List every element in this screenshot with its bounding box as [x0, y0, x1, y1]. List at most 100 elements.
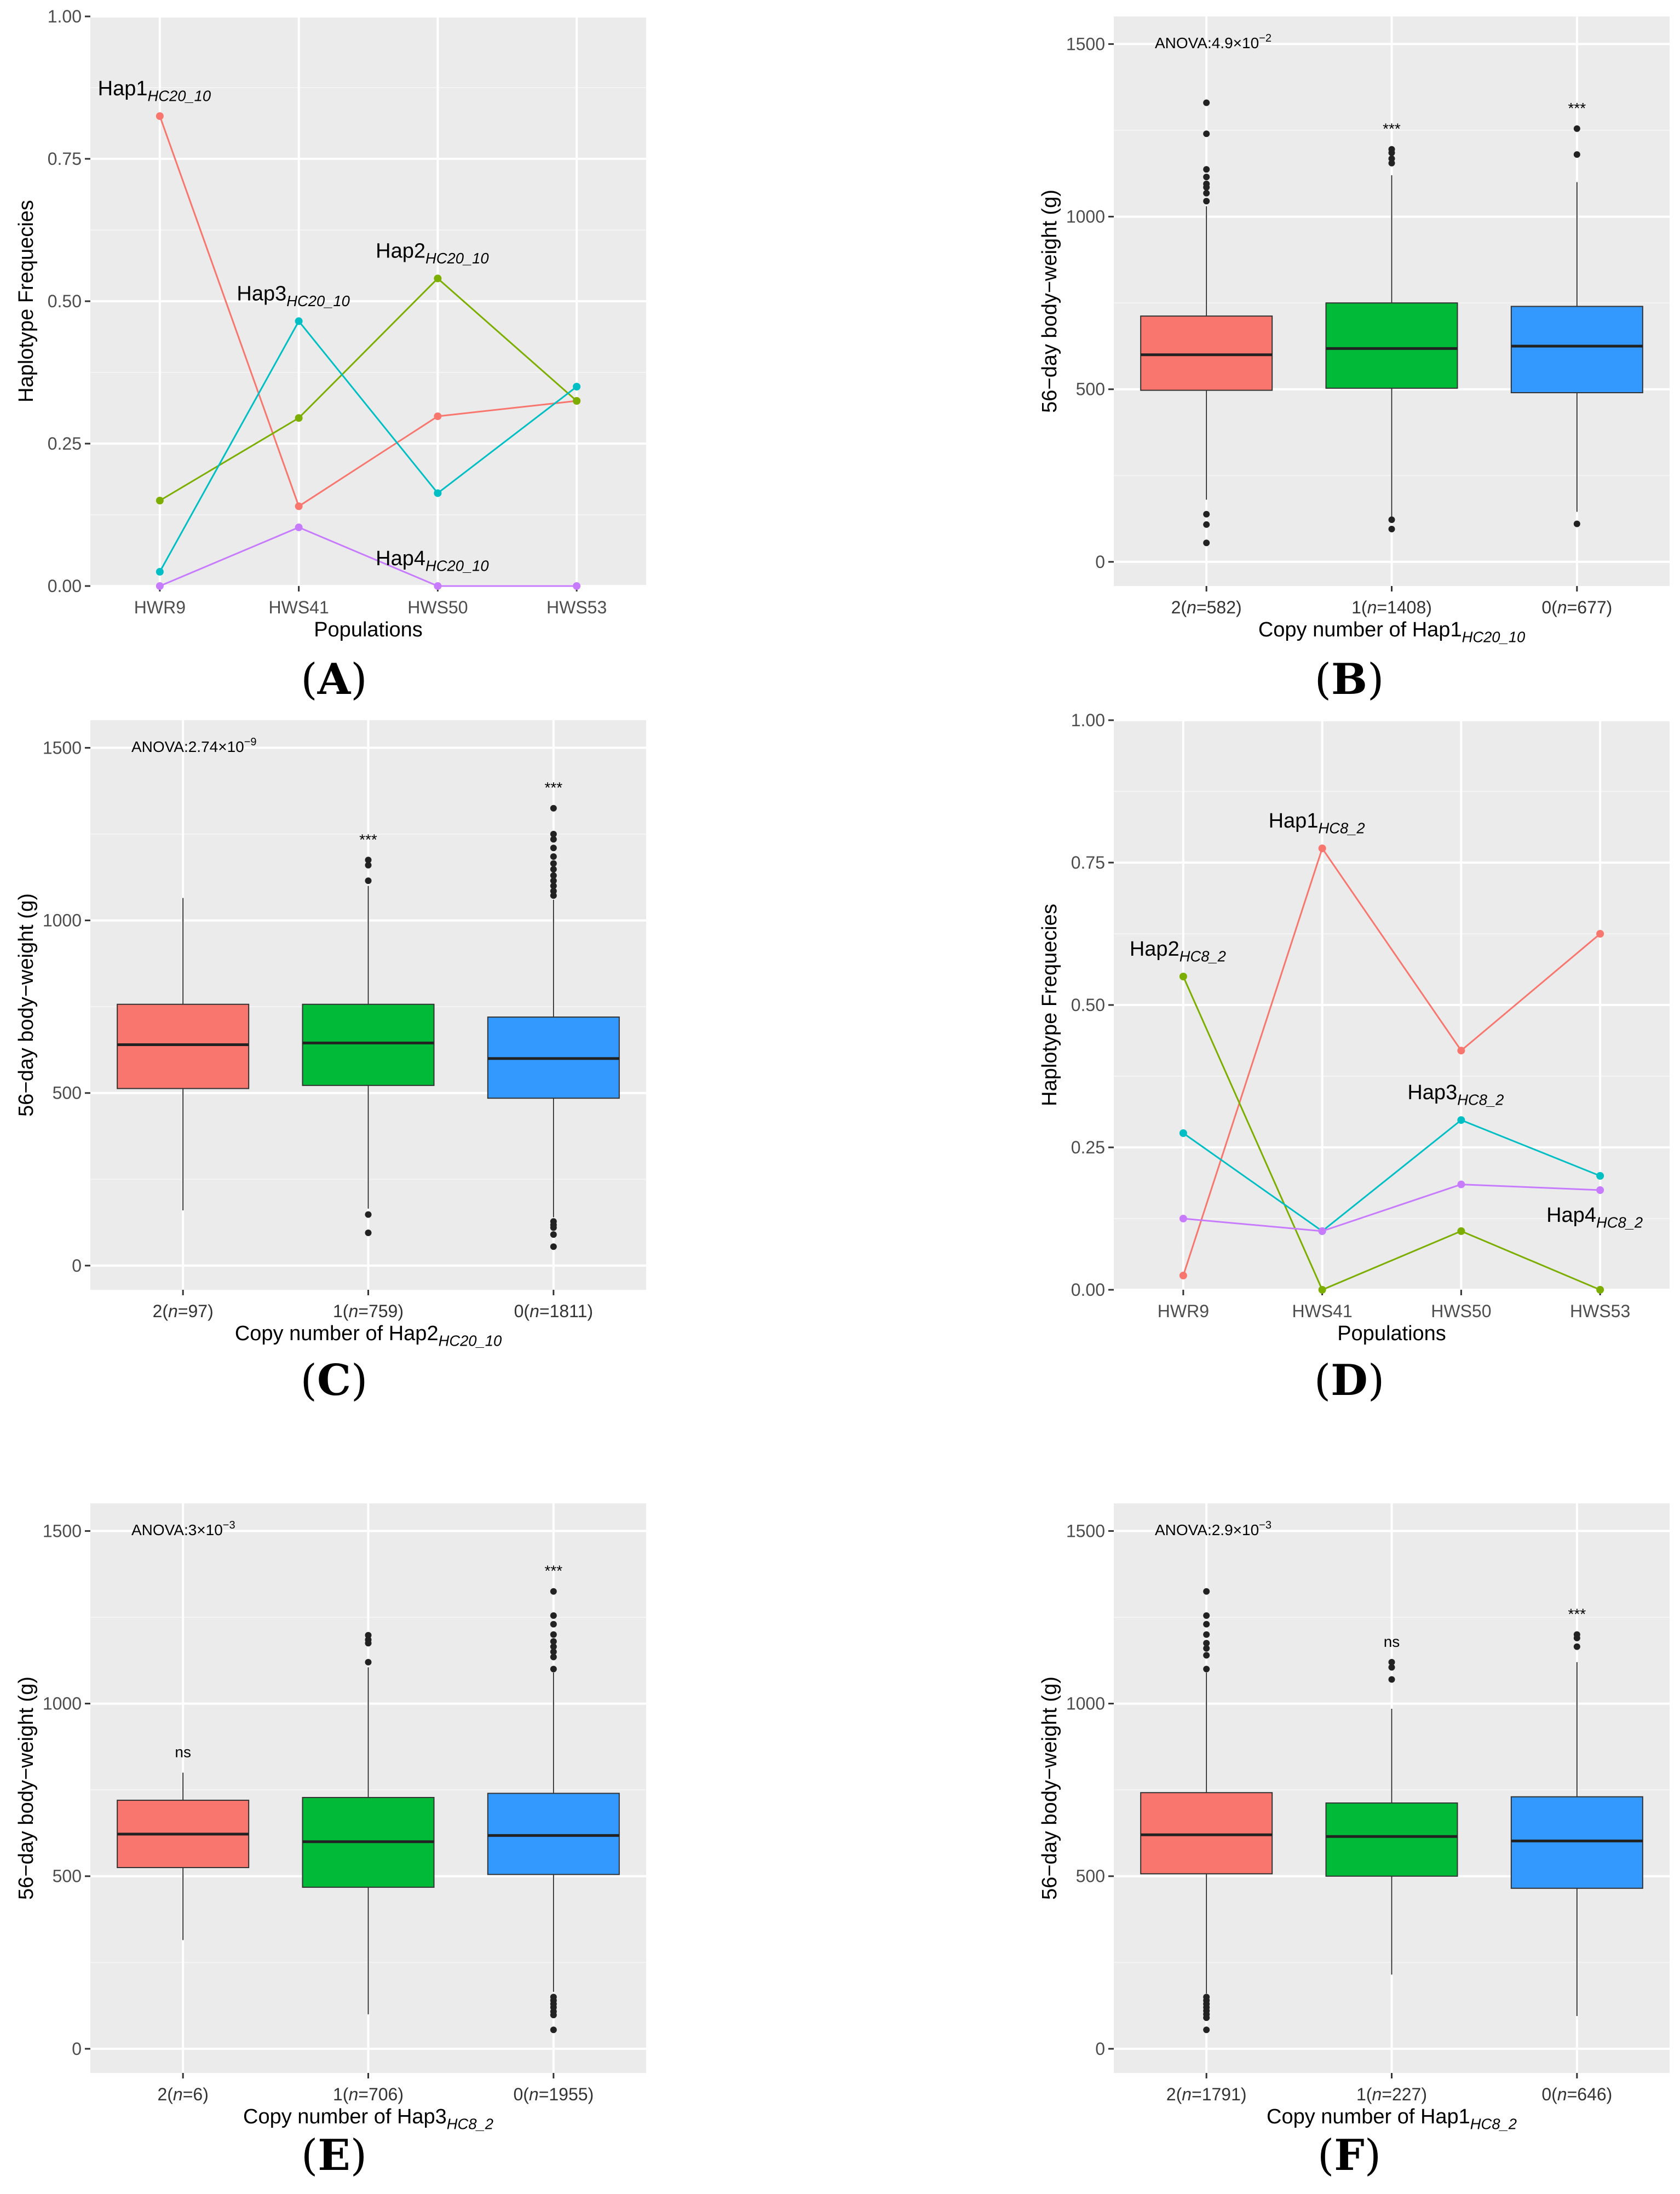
y-tick-label: 0.25 [1071, 1138, 1105, 1157]
data-point-hap4 [573, 582, 581, 590]
outlier-point [550, 1994, 557, 2001]
data-point-hap1 [1596, 930, 1604, 938]
y-tick-label: 1500 [1066, 1521, 1105, 1541]
data-point-hap3 [1179, 1129, 1187, 1137]
x-tick-label: HWS41 [1292, 1301, 1353, 1321]
panel-e: 0 500 1000 1500 ns 2(n=6) 1(n=706) *** 0(n=1955)… [0, 1484, 840, 2194]
y-tick-label: 500 [53, 1083, 82, 1103]
box-2 [117, 1003, 250, 1089]
outlier-point [550, 860, 557, 867]
anova-annotation: ANOVA:2.9×10−3 [1155, 1519, 1271, 1538]
outlier-point [1203, 1640, 1210, 1647]
y-tick-label: 0.25 [48, 434, 82, 453]
box-0 [1510, 1796, 1643, 1889]
x-tick-label: 2(n=1791) [1166, 2084, 1247, 2104]
x-tick-label: HWR9 [134, 598, 186, 617]
series-line-hap1 [1182, 846, 1601, 1276]
outlier-point [365, 1230, 372, 1236]
x-tick-label: 0(n=677) [1541, 598, 1612, 617]
outlier-point [550, 1665, 557, 1673]
outlier-point [365, 857, 372, 864]
y-tick-label: 500 [1076, 380, 1105, 399]
panel-label-f: (F) [1317, 2130, 1382, 2180]
outlier-point [1203, 521, 1210, 528]
series-label-hap1: Hap1HC20_10 [98, 77, 211, 105]
y-axis-title: 56−day body−weight (g) [15, 1676, 38, 1900]
outlier-point [1203, 1665, 1210, 1673]
data-point-hap3 [434, 489, 442, 497]
y-axis-title: 56−day body−weight (g) [15, 893, 38, 1117]
y-tick-label: 1000 [43, 1694, 82, 1714]
x-tick-label: 2(n=6) [157, 2084, 208, 2104]
data-point-hap2 [1596, 1286, 1604, 1294]
data-point-hap4 [1457, 1180, 1465, 1188]
data-point-hap2 [295, 414, 303, 422]
data-point-hap2 [1457, 1227, 1465, 1235]
outlier-point [365, 1632, 372, 1639]
data-point-hap2 [434, 274, 442, 283]
outlier-point [1388, 155, 1395, 162]
box-1 [302, 1003, 435, 1086]
y-tick-label: 0.75 [48, 149, 82, 169]
x-axis-title: Copy number of Hap1HC8_2 [1267, 2105, 1517, 2133]
outlier-point [550, 1231, 557, 1238]
data-point-hap4 [1596, 1186, 1604, 1194]
series-line-hap3 [1183, 1119, 1601, 1232]
outlier-point [550, 888, 557, 894]
x-axis-title: Populations [314, 618, 423, 641]
data-point-hap1 [1179, 1272, 1187, 1279]
x-axis-title: Populations [1337, 1322, 1446, 1345]
panel-b: 0 500 1000 1500 2(n=582) *** 1(n=1408) *** 0(n=6… [840, 0, 1680, 712]
outlier-point [550, 872, 557, 879]
y-tick-label: 1.00 [1071, 710, 1105, 730]
chart-e: 0 500 1000 1500 ns 2(n=6) 1(n=706) *** 0(n=1955)… [15, 1503, 646, 2133]
y-tick-label: 0.00 [48, 576, 82, 596]
outlier-point [550, 1649, 557, 1656]
outlier-point [1388, 1658, 1395, 1665]
outlier-point [1388, 516, 1395, 523]
series-line-hap2 [1182, 976, 1601, 1291]
series-label-hap4: Hap4HC8_2 [1546, 1204, 1643, 1231]
outlier-point [1203, 539, 1210, 547]
outlier-point [1388, 1664, 1395, 1671]
x-axis-title: Copy number of Hap3HC8_2 [243, 2105, 493, 2133]
outlier-point [365, 1658, 372, 1665]
outlier-point [1203, 1994, 1210, 2001]
x-tick-label: 1(n=1408) [1351, 598, 1432, 617]
box-0 [487, 1793, 620, 1875]
y-tick-label: 1500 [1066, 34, 1105, 54]
anova-annotation: ANOVA:4.9×10−2 [1155, 32, 1271, 51]
outlier-point [1203, 189, 1210, 197]
y-tick-label: 0.00 [1071, 1280, 1105, 1300]
x-tick-label: 1(n=706) [333, 2084, 404, 2104]
outlier-point [1388, 146, 1395, 153]
outlier-point [1388, 1676, 1395, 1683]
significance-label: *** [359, 831, 377, 848]
series-label-hap3: Hap3HC8_2 [1407, 1081, 1504, 1109]
outlier-point [1573, 1631, 1580, 1638]
x-tick-label: 1(n=227) [1356, 2084, 1427, 2104]
outlier-point [550, 853, 557, 860]
outlier-point [1203, 510, 1210, 518]
outlier-point [550, 1243, 557, 1250]
y-tick-label: 0 [1095, 552, 1105, 572]
y-axis-title: Haplotype Frequecies [1038, 904, 1061, 1106]
significance-label: *** [1568, 1606, 1586, 1623]
anova-annotation: ANOVA:2.74×10−9 [131, 736, 257, 755]
x-tick-label: HWS41 [269, 598, 329, 617]
panel-label-a: (A) [301, 654, 367, 704]
outlier-point [1573, 520, 1580, 527]
significance-label: *** [544, 1563, 562, 1580]
data-point-hap4 [156, 582, 164, 590]
outlier-point [1203, 174, 1210, 181]
data-point-hap2 [1318, 1286, 1326, 1294]
outlier-point [1203, 1612, 1210, 1619]
outlier-point [1203, 166, 1210, 173]
y-axis-title: 56−day body−weight (g) [1038, 189, 1061, 413]
outlier-point [1203, 198, 1210, 205]
series-label-hap1: Hap1HC8_2 [1269, 809, 1365, 837]
data-point-hap3 [295, 317, 303, 325]
x-tick-label: HWS50 [407, 598, 468, 617]
series-label-hap2: Hap2HC8_2 [1130, 938, 1226, 965]
panel-label-c: (C) [300, 1356, 368, 1405]
